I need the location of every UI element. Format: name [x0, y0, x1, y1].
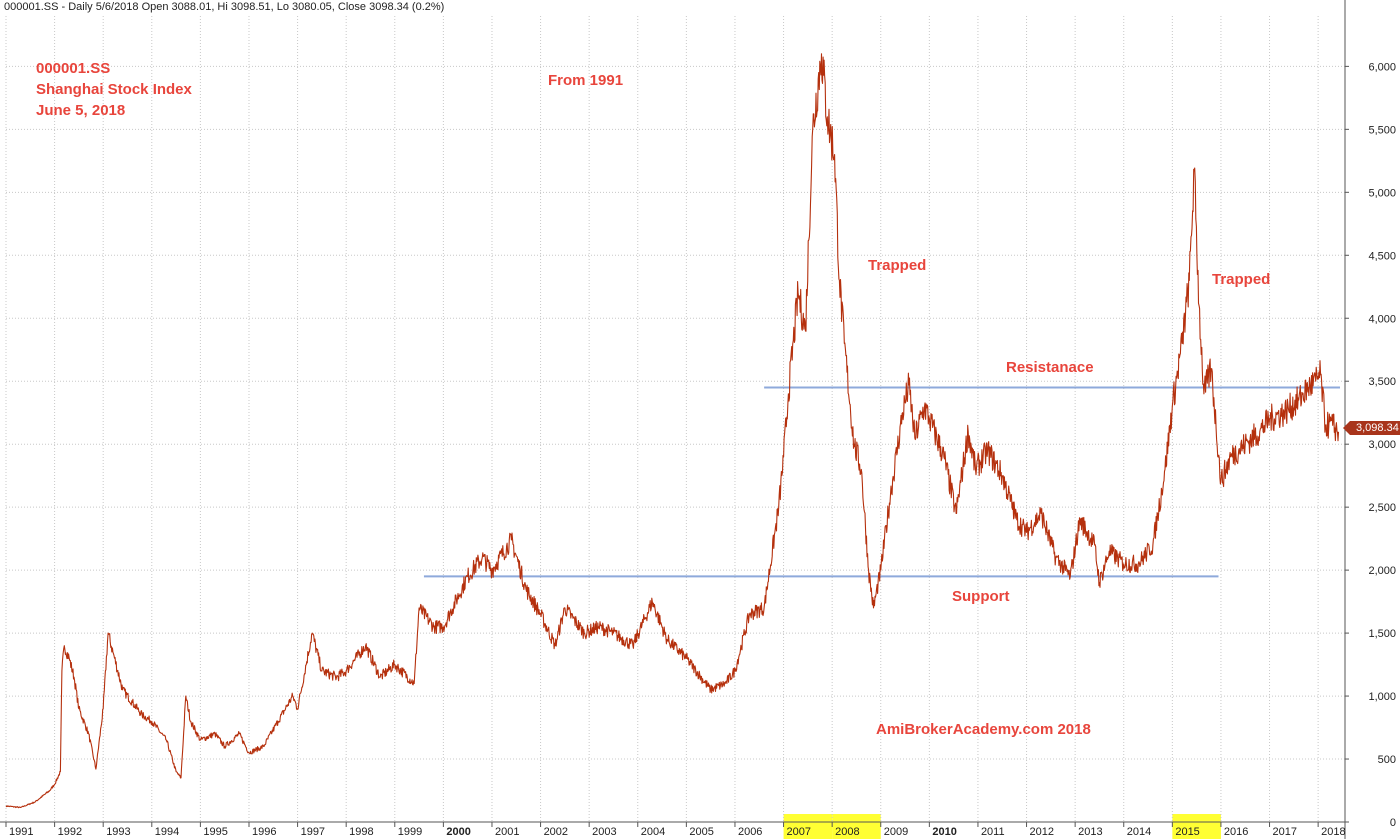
x-tick-label-2003: 2003 — [592, 826, 616, 838]
y-tick-label-2,500: 2,500 — [1368, 502, 1396, 514]
x-tick-label-2008: 2008 — [835, 826, 859, 838]
annotation-trapped-2008: Trapped — [868, 257, 927, 274]
x-tick-label-1994: 1994 — [155, 826, 179, 838]
annotation-watermark: AmiBrokerAcademy.com 2018 — [876, 721, 1091, 738]
y-tick-label-1,000: 1,000 — [1368, 691, 1396, 703]
x-tick-label-1998: 1998 — [349, 826, 373, 838]
x-tick-label-2007: 2007 — [787, 826, 811, 838]
x-tick-label-2011: 2011 — [981, 826, 1005, 838]
price-line-series — [5, 53, 1340, 809]
x-tick-label-1995: 1995 — [203, 826, 227, 838]
year-highlight-2015 — [1172, 814, 1221, 839]
x-tick-label-2018: 2018 — [1321, 826, 1345, 838]
x-tick-label-2009: 2009 — [884, 826, 908, 838]
y-tick-labels: 0 500 1,000 1,500 2,000 2,500 3,000 3,500 4,000 4… — [1345, 61, 1396, 829]
annotation-resistance: Resistanace — [1006, 359, 1094, 376]
x-tick-labels: 1991 1992 1993 1994 1995 1996 1997 1998 1999 2000… — [5, 822, 1346, 838]
annotation-support: Support — [952, 588, 1010, 605]
annotation-trapped-2015: Trapped — [1212, 271, 1271, 288]
chart-header-quote: 000001.SS - Daily 5/6/2018 Open 3088.01,… — [4, 1, 445, 13]
x-tick-label-1991: 1991 — [9, 826, 33, 838]
x-tick-label-2013: 2013 — [1078, 826, 1102, 838]
x-tick-label-2004: 2004 — [641, 826, 665, 838]
last-price-tag: 3,098.34 — [1343, 421, 1400, 435]
x-tick-label-1993: 1993 — [106, 826, 130, 838]
price-line-layer — [5, 53, 1340, 809]
chart-title-date: June 5, 2018 — [36, 102, 126, 119]
y-tick-label-5,500: 5,500 — [1368, 124, 1396, 136]
chart-title-name: Shanghai Stock Index — [36, 81, 192, 98]
y-tick-label-3,500: 3,500 — [1368, 376, 1396, 388]
axes-layer — [0, 0, 1346, 839]
x-tick-label-2017: 2017 — [1273, 826, 1297, 838]
level-lines-layer — [423, 386, 1340, 578]
x-tick-label-1992: 1992 — [58, 826, 82, 838]
y-tick-label-5,000: 5,000 — [1368, 187, 1396, 199]
highlighted-years-layer — [783, 814, 1221, 839]
y-tick-label-1,500: 1,500 — [1368, 628, 1396, 640]
x-tick-label-2000: 2000 — [446, 826, 470, 838]
x-tick-label-1997: 1997 — [301, 826, 325, 838]
x-tick-label-2006: 2006 — [738, 826, 762, 838]
y-tick-label-3,000: 3,000 — [1368, 439, 1396, 451]
y-tick-label-6,000: 6,000 — [1368, 61, 1396, 73]
x-tick-label-2015: 2015 — [1175, 826, 1199, 838]
x-tick-label-2014: 2014 — [1127, 826, 1151, 838]
x-tick-label-2001: 2001 — [495, 826, 519, 838]
x-tick-label-2016: 2016 — [1224, 826, 1248, 838]
y-tick-label-0: 0 — [1390, 817, 1396, 829]
x-tick-label-2012: 2012 — [1030, 826, 1054, 838]
chart-title-block: 000001.SS Shanghai Stock Index June 5, 2… — [36, 58, 192, 121]
x-tick-label-2005: 2005 — [689, 826, 713, 838]
y-tick-label-2,000: 2,000 — [1368, 565, 1396, 577]
x-tick-label-2002: 2002 — [544, 826, 568, 838]
chart-title-symbol: 000001.SS — [36, 60, 111, 77]
annotation-from-1991: From 1991 — [548, 72, 624, 89]
year-highlight-2007 — [783, 814, 833, 839]
y-tick-label-4,000: 4,000 — [1368, 313, 1396, 325]
year-highlight-2008 — [832, 814, 881, 839]
y-tick-label-4,500: 4,500 — [1368, 250, 1396, 262]
x-tick-label-1999: 1999 — [398, 826, 422, 838]
grid-layer — [5, 16, 1345, 823]
x-tick-label-2010: 2010 — [932, 826, 956, 838]
x-tick-label-1996: 1996 — [252, 826, 276, 838]
y-tick-label-500: 500 — [1378, 754, 1396, 766]
